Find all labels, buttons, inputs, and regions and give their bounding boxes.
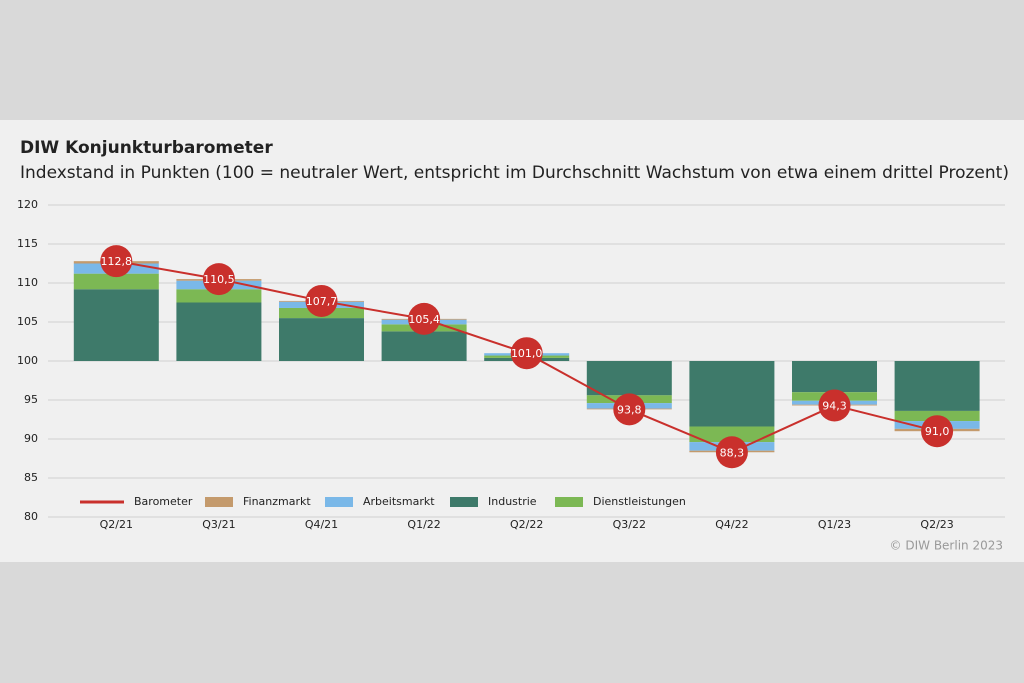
bar-segment <box>381 331 467 361</box>
bar-segment <box>689 361 775 427</box>
source: © DIW Berlin 2023 <box>890 539 1003 553</box>
legend-label: Industrie <box>488 495 537 508</box>
bar-segment <box>176 289 262 303</box>
bar-segment <box>586 361 672 396</box>
bar-segment <box>689 426 775 443</box>
legend-label: Dienstleistungen <box>593 495 686 508</box>
data-label: 94,3 <box>822 399 847 412</box>
point <box>408 302 441 335</box>
data-label: 93,8 <box>617 403 642 416</box>
bar-segment <box>73 273 159 290</box>
y-tick-label: 80 <box>24 510 38 523</box>
chart-title: DIW Konjunkturbarometer <box>20 138 273 158</box>
point <box>510 337 543 370</box>
data-label: 101,0 <box>511 347 543 360</box>
legend-swatch <box>555 497 583 507</box>
point <box>202 263 235 296</box>
y-tick-label: 95 <box>24 393 38 406</box>
chart-subtitle: Indexstand in Punkten (100 = neutraler W… <box>20 163 1009 183</box>
point <box>921 415 954 448</box>
x-tick-label: Q1/22 <box>407 518 440 531</box>
y-tick-label: 85 <box>24 471 38 484</box>
y-tick-label: 100 <box>17 354 38 367</box>
bar-segment <box>176 302 262 361</box>
x-tick-label: Q2/23 <box>920 518 953 531</box>
bar-segment <box>792 361 877 393</box>
x-tick-label: Q1/23 <box>818 518 851 531</box>
y-tick-label: 120 <box>17 198 38 211</box>
y-tick-label: 90 <box>24 432 38 445</box>
data-label: 88,3 <box>720 446 745 459</box>
bar-segment <box>73 289 159 361</box>
legend-label: Barometer <box>134 495 193 508</box>
panel <box>0 120 1024 562</box>
x-tick-label: Q2/21 <box>100 518 133 531</box>
legend-label: Finanzmarkt <box>243 495 311 508</box>
legend-swatch <box>325 497 353 507</box>
x-tick-label: Q4/22 <box>715 518 748 531</box>
data-label: 91,0 <box>925 425 950 438</box>
legend-swatch <box>205 497 233 507</box>
x-tick-label: Q3/22 <box>613 518 646 531</box>
x-tick-label: Q3/21 <box>202 518 235 531</box>
x-tick-label: Q2/22 <box>510 518 543 531</box>
legend-swatch <box>450 497 478 507</box>
data-label: 110,5 <box>203 273 235 286</box>
point <box>818 389 851 422</box>
data-label: 105,4 <box>408 313 440 326</box>
point <box>100 245 133 278</box>
point <box>305 284 338 317</box>
point <box>613 393 646 426</box>
y-tick-label: 110 <box>17 276 38 289</box>
data-label: 107,7 <box>306 295 338 308</box>
data-label: 112,8 <box>101 255 133 268</box>
bar-segment <box>279 318 364 361</box>
y-tick-label: 115 <box>17 237 38 250</box>
point <box>715 436 748 469</box>
legend-label: Arbeitsmarkt <box>363 495 435 508</box>
bar-segment <box>894 361 980 411</box>
x-tick-label: Q4/21 <box>305 518 338 531</box>
y-tick-label: 105 <box>17 315 38 328</box>
